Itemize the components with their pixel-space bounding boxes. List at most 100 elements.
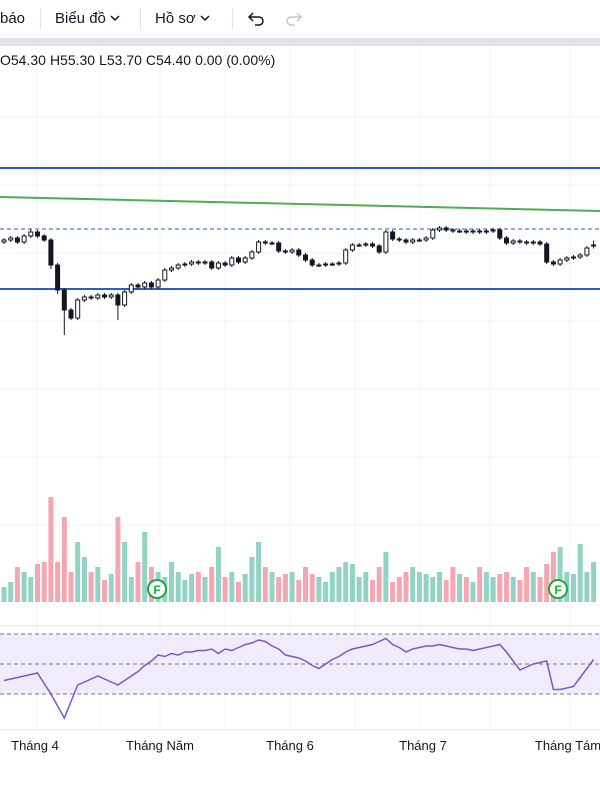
x-axis-label: Tháng 6	[266, 738, 314, 753]
candle-body	[122, 291, 128, 306]
candle-body	[390, 231, 396, 240]
profile-menu[interactable]: Hồ sơ	[155, 10, 210, 27]
volume-bar	[21, 572, 27, 602]
candle-body	[504, 237, 509, 244]
volume-bar	[316, 577, 322, 602]
volume-bar	[108, 574, 114, 602]
chart-menu[interactable]: Biểu đồ	[55, 10, 120, 27]
volume-bar	[370, 580, 375, 602]
volume-bar	[222, 577, 228, 602]
volume-bar	[189, 574, 195, 602]
candle-body	[41, 235, 47, 241]
volume-bar	[115, 517, 121, 602]
volume-bar	[443, 580, 449, 602]
candle-body	[182, 263, 188, 266]
candle-body	[269, 242, 275, 245]
volume-bar	[530, 572, 536, 602]
candle-body	[370, 243, 375, 247]
candle-body	[577, 254, 583, 258]
candle-body	[14, 237, 20, 243]
candle-body	[142, 282, 148, 288]
volume-bar	[329, 572, 335, 602]
volume-bar	[48, 497, 54, 602]
volume-bar	[423, 574, 429, 602]
candle-body	[416, 239, 422, 242]
volume-bar	[383, 552, 389, 602]
volume-bar	[289, 572, 295, 602]
volume-bar	[591, 562, 597, 602]
x-axis-label: Tháng Năm	[126, 738, 194, 753]
volume-bar	[215, 547, 221, 602]
candle-body	[229, 257, 235, 266]
candle-body	[155, 279, 161, 288]
candle-body	[282, 250, 288, 253]
alert-button[interactable]: báo	[0, 10, 26, 27]
volume-bar	[550, 552, 556, 602]
candle-body	[75, 299, 81, 319]
volume-bar	[363, 572, 369, 602]
candle-body	[336, 262, 342, 265]
volume-bar	[35, 564, 40, 602]
volume-bar	[497, 574, 503, 602]
redo-icon[interactable]	[284, 9, 304, 29]
volume-bar	[195, 572, 201, 602]
volume-bar	[88, 572, 94, 602]
candle-body	[557, 259, 563, 265]
undo-icon[interactable]	[246, 9, 266, 29]
candle-body	[28, 231, 34, 237]
candle-body	[571, 256, 576, 259]
volume-bar	[544, 564, 550, 602]
candle-body	[303, 254, 308, 261]
volume-bar	[282, 574, 288, 602]
volume-bar	[336, 567, 342, 602]
volume-bar	[557, 547, 563, 602]
ohlc-legend: O54.30 H55.30 L53.70 C54.40 0.00 (0.00%)	[0, 52, 279, 68]
candle-body	[209, 261, 215, 269]
volume-bar	[169, 562, 174, 602]
volume-bar	[416, 572, 422, 602]
volume-bar	[262, 567, 268, 602]
candle-body	[383, 231, 389, 253]
candle-body	[55, 264, 61, 291]
rsi-line	[3, 637, 595, 720]
toolbar: báo Biểu đồ Hồ sơ	[0, 0, 600, 38]
candle-body	[148, 282, 154, 288]
candle-body	[356, 244, 362, 247]
candle-body	[329, 263, 335, 266]
candle-body	[222, 262, 228, 266]
volume-bar	[135, 562, 141, 602]
volume-bar	[356, 577, 362, 602]
volume-bar	[28, 577, 34, 602]
volume-bar	[537, 577, 543, 602]
candle-body	[457, 230, 463, 233]
event-label: F	[153, 583, 160, 597]
candle-body	[115, 294, 121, 306]
candle-body	[296, 249, 302, 256]
volume-bar	[470, 582, 476, 602]
separator	[40, 8, 41, 30]
candle-body	[289, 249, 295, 253]
volume-bar	[437, 572, 442, 602]
volume-bar	[463, 577, 469, 602]
x-axis-label: Tháng Tám	[535, 738, 600, 753]
candle-body	[423, 237, 429, 241]
separator	[232, 8, 233, 30]
event-label: F	[554, 583, 561, 597]
volume-bar	[490, 577, 496, 602]
candle-body	[309, 259, 315, 266]
candle-body	[349, 244, 355, 251]
volume-bar	[8, 582, 14, 602]
volume-bar	[577, 544, 583, 602]
candle-body	[363, 243, 369, 246]
candle-body	[35, 231, 40, 237]
candle-body	[256, 241, 262, 253]
candle-body	[8, 237, 14, 241]
trend-line	[0, 196, 600, 212]
volume-bar	[349, 564, 355, 602]
candle-body	[483, 230, 489, 233]
close: C54.40	[145, 52, 192, 68]
volume-bar	[14, 567, 20, 602]
candle-body	[1, 239, 7, 243]
rsi-band-fill	[0, 634, 600, 694]
